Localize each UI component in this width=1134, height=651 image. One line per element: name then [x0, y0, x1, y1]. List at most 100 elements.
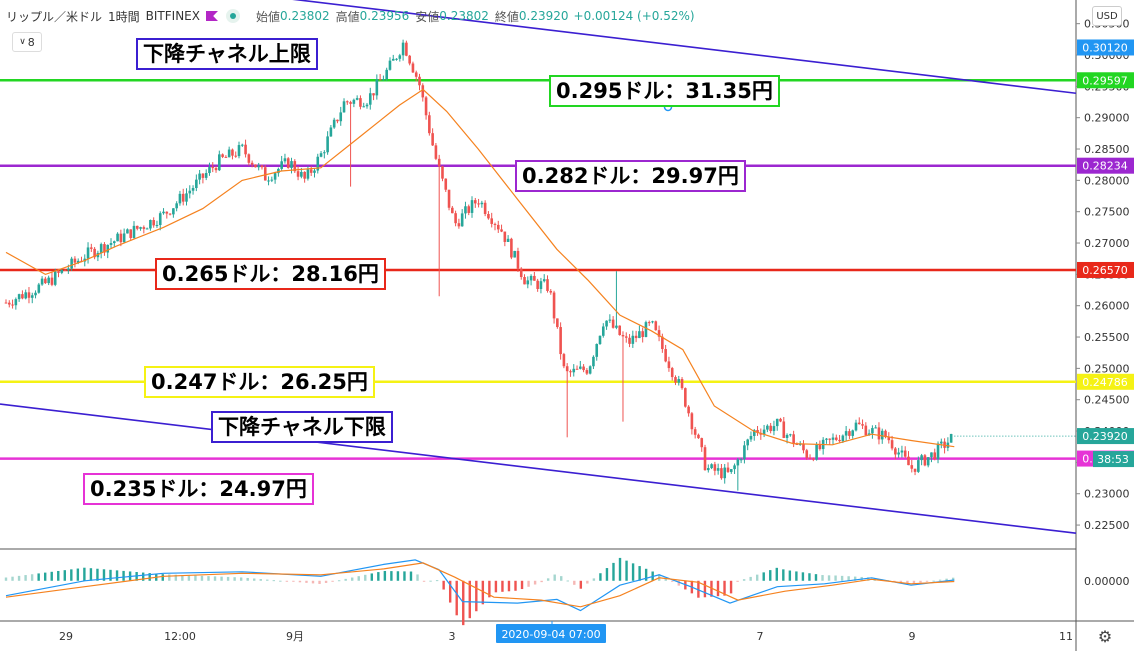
candle[interactable]: [772, 426, 776, 432]
candle[interactable]: [37, 284, 41, 293]
candle[interactable]: [831, 437, 835, 440]
candle[interactable]: [628, 337, 631, 344]
candle[interactable]: [884, 430, 887, 438]
candle[interactable]: [549, 290, 553, 293]
candle[interactable]: [684, 388, 687, 407]
candle[interactable]: [106, 244, 110, 253]
candle[interactable]: [30, 295, 34, 298]
candle[interactable]: [326, 136, 329, 153]
candle[interactable]: [782, 421, 786, 438]
candle[interactable]: [405, 42, 408, 56]
candle[interactable]: [40, 278, 44, 285]
candle[interactable]: [313, 170, 316, 173]
candle[interactable]: [53, 271, 57, 285]
candle[interactable]: [263, 167, 267, 181]
candle[interactable]: [90, 247, 93, 249]
candle[interactable]: [562, 354, 566, 367]
candle[interactable]: [181, 193, 185, 202]
candle[interactable]: [414, 72, 418, 77]
candle[interactable]: [44, 278, 47, 284]
candle[interactable]: [431, 133, 434, 146]
candle[interactable]: [556, 318, 559, 328]
candle[interactable]: [775, 418, 779, 427]
candle[interactable]: [920, 455, 923, 461]
candle[interactable]: [178, 193, 182, 204]
candle[interactable]: [237, 145, 241, 157]
candle[interactable]: [270, 179, 274, 181]
candle[interactable]: [349, 102, 352, 104]
candle[interactable]: [585, 370, 589, 374]
candle[interactable]: [76, 260, 80, 263]
candle[interactable]: [280, 161, 283, 169]
candle[interactable]: [145, 228, 149, 230]
candle[interactable]: [818, 444, 822, 450]
candle[interactable]: [880, 430, 884, 440]
candle[interactable]: [923, 455, 927, 466]
candle[interactable]: [746, 439, 749, 446]
candle[interactable]: [700, 438, 704, 448]
candle[interactable]: [67, 268, 70, 271]
candle[interactable]: [293, 161, 297, 172]
candle[interactable]: [729, 469, 733, 472]
candle[interactable]: [247, 154, 251, 163]
candle[interactable]: [542, 279, 546, 282]
candle[interactable]: [260, 165, 264, 168]
candle[interactable]: [454, 213, 457, 224]
candle[interactable]: [306, 169, 310, 179]
candle[interactable]: [135, 225, 139, 229]
candle[interactable]: [382, 79, 385, 81]
candle[interactable]: [142, 227, 146, 229]
candle[interactable]: [401, 42, 405, 56]
indicators-toggle-button[interactable]: ∨ 8: [12, 32, 42, 52]
candle[interactable]: [47, 277, 50, 284]
candle[interactable]: [756, 429, 759, 433]
candle[interactable]: [569, 371, 572, 373]
candle[interactable]: [391, 58, 395, 61]
candle[interactable]: [372, 93, 375, 96]
candle[interactable]: [949, 433, 953, 443]
candle[interactable]: [346, 101, 349, 103]
candle[interactable]: [595, 344, 599, 357]
candle[interactable]: [516, 250, 520, 269]
candle[interactable]: [618, 325, 621, 336]
candle[interactable]: [342, 101, 346, 113]
candle[interactable]: [907, 456, 910, 466]
candle[interactable]: [615, 325, 618, 328]
candle[interactable]: [112, 241, 116, 244]
signal-line[interactable]: [5, 562, 955, 608]
candle[interactable]: [63, 269, 67, 271]
level-0295-label[interactable]: 0.295ドル：31.35円: [549, 75, 780, 107]
candle[interactable]: [303, 171, 306, 179]
candle[interactable]: [4, 302, 8, 304]
candle[interactable]: [936, 443, 940, 460]
level-0235-label[interactable]: 0.235ドル：24.97円: [83, 473, 314, 505]
candle[interactable]: [834, 437, 838, 440]
candle[interactable]: [362, 106, 366, 108]
candle[interactable]: [723, 467, 727, 479]
candle[interactable]: [165, 211, 169, 214]
candle[interactable]: [460, 213, 464, 227]
candle[interactable]: [519, 268, 523, 278]
candle[interactable]: [490, 218, 494, 224]
candle[interactable]: [240, 144, 244, 146]
candle[interactable]: [109, 243, 113, 245]
candle[interactable]: [815, 444, 818, 460]
candle[interactable]: [152, 220, 155, 226]
candle[interactable]: [871, 428, 874, 434]
candle[interactable]: [769, 425, 772, 432]
candle[interactable]: [86, 247, 90, 259]
candle[interactable]: [720, 468, 723, 479]
candle[interactable]: [155, 225, 159, 227]
candle[interactable]: [536, 280, 539, 289]
candle[interactable]: [21, 294, 24, 299]
candle[interactable]: [910, 465, 914, 469]
candle[interactable]: [17, 294, 21, 300]
candle[interactable]: [132, 225, 136, 238]
candle[interactable]: [421, 85, 425, 98]
candle[interactable]: [385, 69, 388, 80]
candle[interactable]: [441, 166, 444, 179]
candle[interactable]: [641, 331, 644, 337]
candle[interactable]: [575, 368, 579, 370]
candle[interactable]: [57, 271, 60, 273]
candle[interactable]: [526, 280, 530, 285]
